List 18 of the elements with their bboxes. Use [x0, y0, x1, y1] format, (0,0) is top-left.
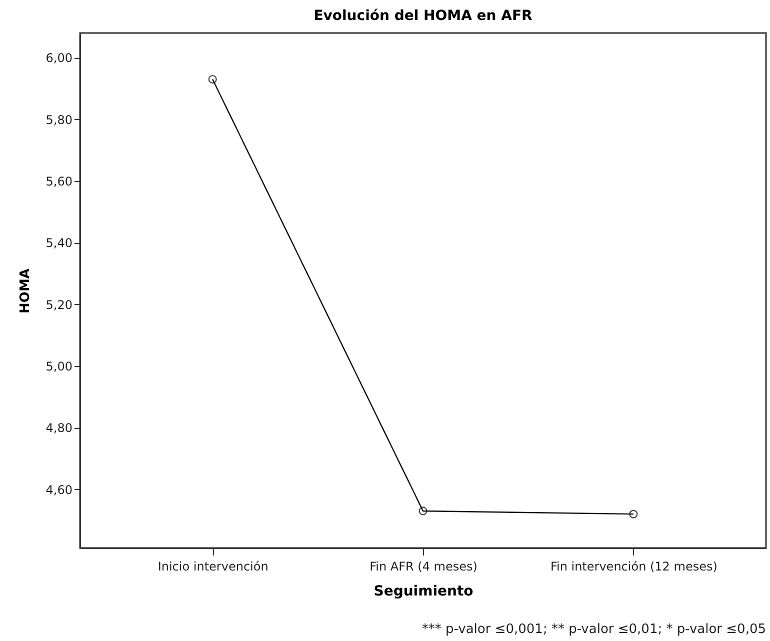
y-tick-label: 5,20 — [46, 298, 72, 312]
y-axis-title: HOMA — [18, 268, 33, 314]
point — [208, 74, 217, 84]
text: *** p-valor ≤0,001; ** p-valor ≤0,01; * p-valor ≤0,05 — [422, 622, 766, 637]
x-tick-label: Fin intervención (12 meses) — [550, 560, 718, 574]
point — [629, 510, 638, 518]
chart-title: Evolución del HOMA en AFR — [314, 8, 533, 24]
y-tick-label: 5,60 — [46, 174, 72, 189]
y-tick-label: 5,00 — [46, 360, 72, 374]
y-tick-label: 6,00 — [46, 51, 72, 66]
x-tick-label: Fin AFR (4 meses) — [370, 560, 478, 574]
x-tick-label: Inicio intervención — [158, 560, 268, 574]
y-tick-label: 5,40 — [46, 236, 72, 250]
point — [418, 506, 428, 516]
y-tick-label: 4,60 — [46, 482, 72, 497]
y-tick-label: 4,80 — [46, 421, 72, 436]
y-tick-label: 5,80 — [46, 112, 72, 127]
x-axis-title: Seguimiento — [374, 584, 474, 600]
